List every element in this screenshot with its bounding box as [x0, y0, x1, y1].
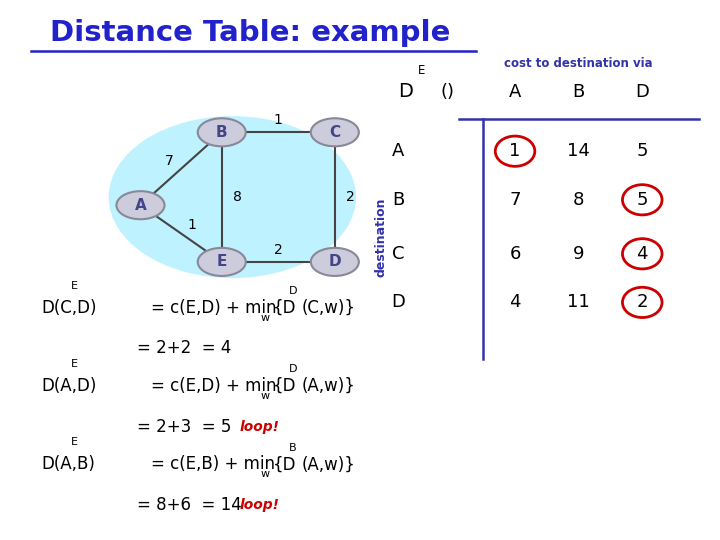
Text: 7: 7	[509, 191, 521, 209]
Text: 4: 4	[509, 293, 521, 312]
Ellipse shape	[117, 191, 164, 219]
Ellipse shape	[311, 248, 359, 276]
Text: C: C	[329, 125, 341, 140]
Text: {D: {D	[274, 299, 297, 317]
Text: (A,w)}: (A,w)}	[302, 455, 356, 474]
Text: D: D	[392, 293, 405, 312]
Text: destination: destination	[374, 198, 387, 278]
Text: w: w	[261, 313, 270, 322]
Text: D: D	[635, 83, 649, 101]
Text: loop!: loop!	[240, 498, 279, 512]
Text: 6: 6	[509, 245, 521, 263]
Text: E: E	[418, 64, 426, 77]
Text: E: E	[71, 359, 78, 369]
Text: 11: 11	[567, 293, 590, 312]
Text: 1: 1	[187, 218, 196, 232]
Text: 8: 8	[233, 190, 242, 204]
Text: 5: 5	[636, 191, 648, 209]
Text: B: B	[392, 191, 405, 209]
Text: 1: 1	[509, 142, 521, 160]
Ellipse shape	[311, 118, 359, 146]
Text: 7: 7	[165, 154, 174, 168]
Text: = c(E,D) + min: = c(E,D) + min	[151, 377, 276, 395]
Text: {D: {D	[274, 377, 297, 395]
Text: C: C	[392, 245, 405, 263]
Text: 8: 8	[573, 191, 585, 209]
Text: A: A	[135, 198, 146, 213]
Text: (A,w)}: (A,w)}	[302, 377, 356, 395]
Text: 1: 1	[274, 113, 283, 127]
Text: w: w	[261, 469, 270, 479]
Text: = 8+6  = 14: = 8+6 = 14	[137, 496, 242, 514]
Text: 5: 5	[636, 142, 648, 160]
Text: E: E	[71, 437, 78, 447]
Text: B: B	[216, 125, 228, 140]
Text: (C,w)}: (C,w)}	[302, 299, 356, 317]
Ellipse shape	[198, 248, 246, 276]
Text: {D: {D	[274, 455, 297, 474]
Text: = 2+2  = 4: = 2+2 = 4	[137, 339, 231, 357]
Text: B: B	[572, 83, 585, 101]
Text: Distance Table: example: Distance Table: example	[50, 19, 450, 47]
Ellipse shape	[198, 118, 246, 146]
Text: A: A	[509, 83, 521, 101]
Text: cost to destination via: cost to destination via	[504, 57, 653, 70]
Text: 14: 14	[567, 142, 590, 160]
Text: 2: 2	[274, 243, 283, 257]
Text: E: E	[71, 280, 78, 291]
Text: E: E	[217, 254, 227, 269]
Text: D(C,D): D(C,D)	[42, 299, 97, 317]
Text: loop!: loop!	[240, 420, 279, 434]
Text: 2: 2	[346, 190, 355, 204]
Text: 2: 2	[636, 293, 648, 312]
Text: D: D	[328, 254, 341, 269]
Text: 4: 4	[636, 245, 648, 263]
Text: B: B	[289, 442, 297, 453]
Ellipse shape	[109, 116, 356, 278]
Text: D(A,B): D(A,B)	[42, 455, 96, 474]
Text: D: D	[289, 286, 297, 296]
Text: D: D	[289, 364, 297, 374]
Text: D: D	[397, 82, 413, 102]
Text: D(A,D): D(A,D)	[42, 377, 97, 395]
Text: 9: 9	[573, 245, 585, 263]
Text: A: A	[392, 142, 405, 160]
Text: (): ()	[441, 83, 455, 101]
Text: = c(E,D) + min: = c(E,D) + min	[151, 299, 276, 317]
Text: = c(E,B) + min: = c(E,B) + min	[151, 455, 275, 474]
Text: w: w	[261, 391, 270, 401]
Text: = 2+3  = 5: = 2+3 = 5	[137, 417, 231, 436]
